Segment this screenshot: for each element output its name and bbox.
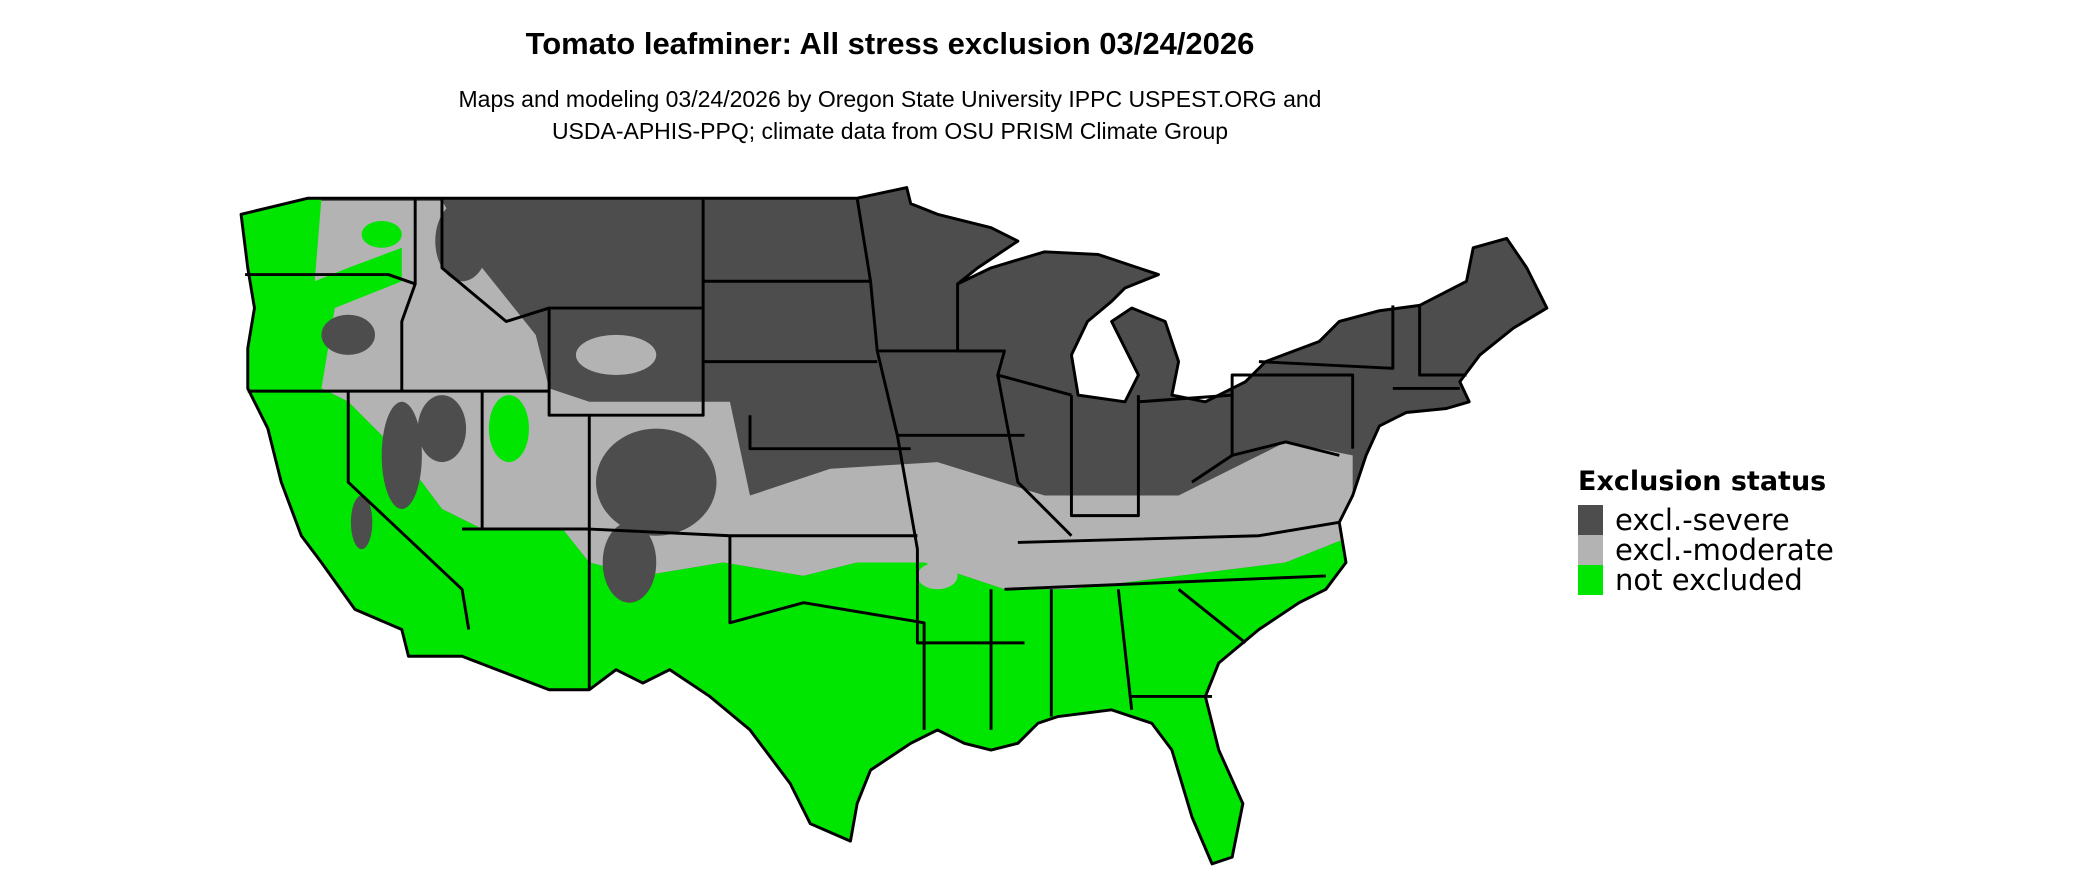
moderate-region xyxy=(241,200,1353,590)
state-borders xyxy=(239,186,1549,866)
legend-label: not excluded xyxy=(1615,563,1803,597)
legend-item-moderate: excl.-moderate xyxy=(1578,533,1834,567)
legend-title: Exclusion status xyxy=(1578,466,1827,497)
legend-label: excl.-moderate xyxy=(1615,533,1834,567)
legend-swatch-moderate xyxy=(1578,535,1603,565)
legend-item-severe: excl.-severe xyxy=(1578,503,1834,537)
map-title: Tomato leafminer: All stress exclusion 0… xyxy=(525,26,1255,61)
severe-patches xyxy=(321,200,717,603)
legend-label: excl.-severe xyxy=(1615,503,1790,537)
not-excluded-patches xyxy=(361,221,563,610)
legend-swatch-severe xyxy=(1578,505,1603,535)
subtitle-line-2: USDA-APHIS-PPQ; climate data from OSU PR… xyxy=(551,118,1229,144)
moderate-patches xyxy=(575,334,958,590)
legend-item-not-excluded: not excluded xyxy=(1578,563,1834,597)
subtitle-line-1: Maps and modeling 03/24/2026 by Oregon S… xyxy=(458,86,1322,112)
legend: Exclusion status excl.-severe excl.-mode… xyxy=(1578,466,1834,597)
us-outline xyxy=(239,186,1549,866)
legend-swatch-not-excluded xyxy=(1578,565,1603,595)
